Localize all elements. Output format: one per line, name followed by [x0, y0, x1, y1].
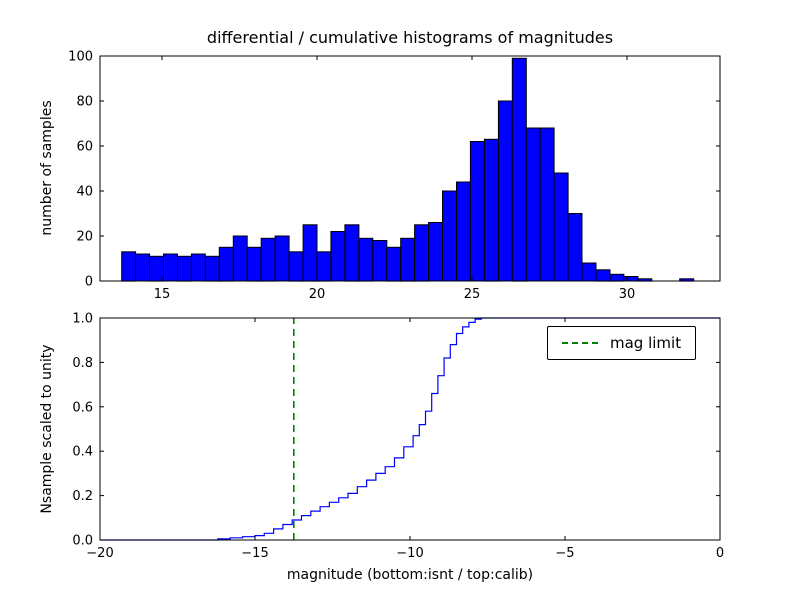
- axes-frame: [99, 55, 721, 282]
- histogram-bar: [400, 237, 416, 282]
- histogram-bar: [581, 262, 597, 282]
- histogram-bar: [469, 141, 485, 282]
- histogram-bar: [163, 253, 178, 282]
- y-tick-label: 1.0: [72, 312, 93, 327]
- histogram-bar: [358, 237, 374, 282]
- histogram-bar: [204, 255, 220, 282]
- histogram-bar: [288, 251, 304, 282]
- x-tick-label: 30: [619, 287, 636, 302]
- histogram-bar: [497, 100, 513, 282]
- histogram-bar: [372, 240, 388, 282]
- histogram-bar: [428, 222, 444, 282]
- histogram-bar: [553, 172, 569, 282]
- x-axis-label: magnitude (bottom:isnt / top:calib): [286, 567, 534, 583]
- histogram-bar: [609, 273, 625, 282]
- histogram-bar: [511, 57, 527, 282]
- histogram-bar: [246, 246, 262, 282]
- histogram-bar: [330, 231, 346, 282]
- histogram-bar: [302, 224, 318, 282]
- legend: mag limit: [547, 326, 697, 360]
- histogram-bar: [483, 138, 499, 282]
- histogram-bar: [595, 269, 611, 282]
- y-tick-label: 0.6: [72, 400, 93, 415]
- histogram-bar: [386, 246, 402, 282]
- y-tick-label: 40: [76, 185, 93, 200]
- histogram-bar: [232, 235, 248, 282]
- histogram-bar: [316, 251, 332, 282]
- y-tick-label: 80: [76, 95, 93, 110]
- y-tick-label: 60: [76, 140, 93, 155]
- y-tick-label: 0: [85, 275, 93, 290]
- y-tick-label: 0.8: [72, 356, 93, 371]
- histogram-bar: [567, 213, 583, 282]
- histogram-bar: [442, 190, 457, 282]
- histogram-bar: [149, 255, 165, 282]
- histogram-bar: [623, 276, 639, 282]
- histogram-bar: [539, 127, 555, 282]
- histogram-bar: [274, 235, 290, 282]
- histogram-bar: [260, 237, 276, 282]
- x-tick-label: 15: [154, 287, 171, 302]
- histogram-bar: [177, 255, 192, 282]
- x-tick-label: 0: [716, 546, 724, 561]
- cumulative-line: [100, 317, 720, 541]
- y-tick-label: 0.4: [72, 445, 93, 460]
- y-tick-label: 100: [68, 50, 93, 65]
- legend-label: mag limit: [610, 334, 682, 352]
- x-tick-label: 20: [309, 287, 326, 302]
- histogram-bar: [525, 127, 541, 282]
- histogram-bar: [190, 253, 206, 282]
- histogram-bar: [218, 246, 234, 282]
- histogram-bar: [456, 181, 471, 282]
- chart-title: differential / cumulative histograms of …: [206, 28, 614, 47]
- x-tick-label: −15: [241, 546, 268, 561]
- histogram-bar: [414, 224, 430, 282]
- y-tick-label: 0.2: [72, 489, 93, 504]
- y-tick-label: 0.0: [72, 534, 93, 549]
- y-tick-label: 20: [76, 230, 93, 245]
- mag-limit-legend-line-icon: [562, 342, 598, 344]
- histogram-bar: [121, 251, 137, 282]
- x-tick-label: −5: [555, 546, 574, 561]
- histogram-bar: [135, 253, 151, 282]
- x-tick-label: −10: [396, 546, 423, 561]
- x-tick-label: 25: [464, 287, 481, 302]
- x-tick-label: −20: [86, 546, 113, 561]
- histogram-bar: [344, 224, 360, 282]
